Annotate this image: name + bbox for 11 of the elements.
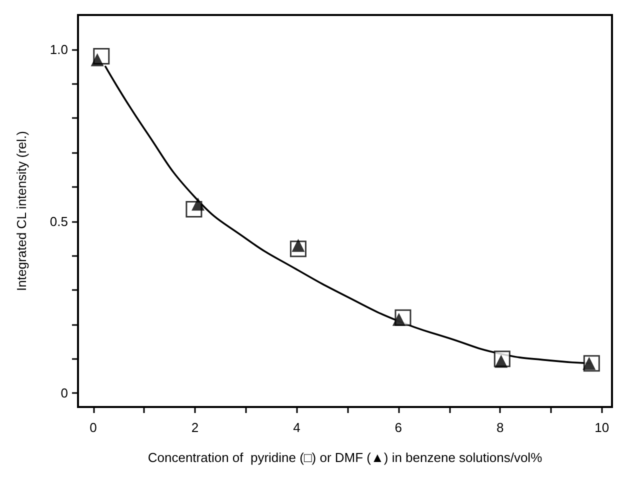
x-tick-label: 8: [496, 420, 504, 435]
y-axis-title: Integrated CL intensity (rel.): [14, 131, 29, 291]
y-tick-label: 1.0: [50, 42, 68, 57]
x-tick-label: 10: [594, 420, 610, 435]
x-tick-label: 0: [90, 420, 97, 435]
y-tick-label: 0.5: [50, 214, 68, 229]
y-tick-label: 0: [60, 386, 68, 401]
x-tick-label: 2: [191, 420, 199, 435]
x-tick-label: 6: [394, 420, 402, 435]
x-tick-label: 4: [293, 420, 300, 435]
x-axis-title: Concentration of pyridine (□) or DMF (▲) in benzene solutions/vol%: [148, 450, 543, 465]
